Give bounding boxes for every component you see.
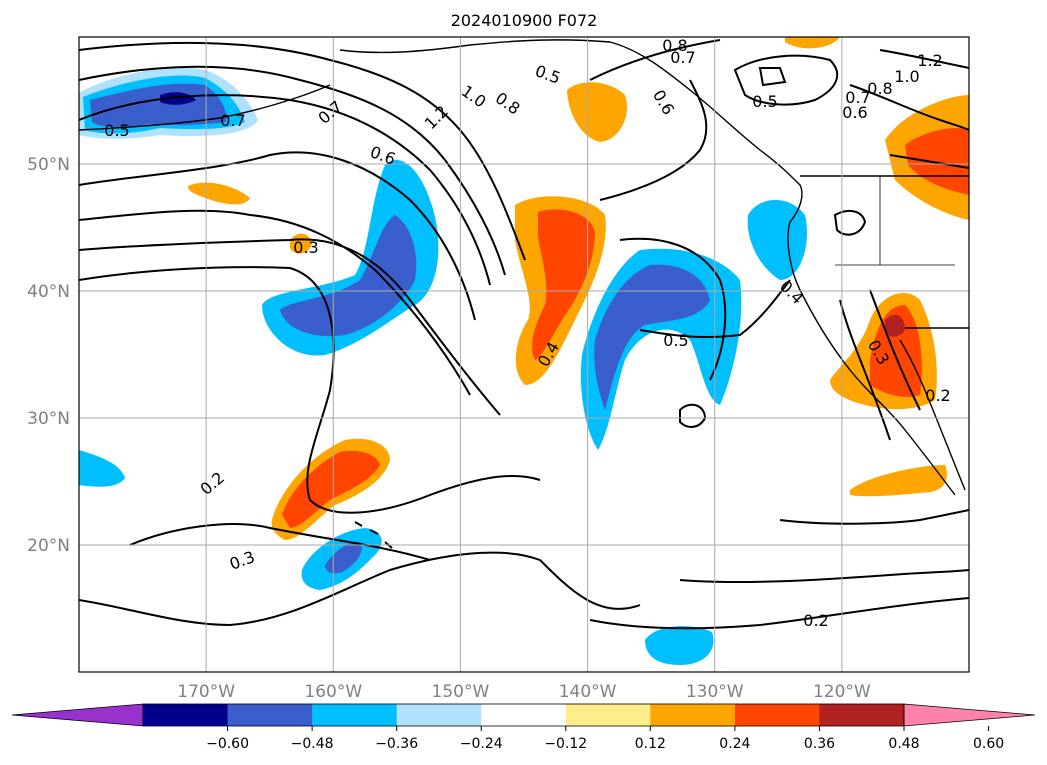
gridlines: [79, 37, 969, 672]
shaded-anomaly-layer: [79, 37, 969, 665]
coastline-aleutians: [79, 84, 331, 131]
colorbar-segment: [396, 704, 482, 726]
contour-label: 0.6: [842, 103, 867, 122]
coastline-alaska: [339, 39, 956, 496]
contour-line: [79, 266, 541, 514]
contour-line: [839, 299, 891, 441]
contour-line: [79, 209, 471, 396]
colorbar-segment: [481, 704, 567, 726]
anomaly-negative-central-core: [280, 215, 417, 337]
anomaly-positive-small-1: [188, 182, 250, 205]
contour-label: 0.7: [845, 88, 870, 107]
anomaly-positive-south-core: [282, 450, 380, 528]
colorbar-segment: [227, 704, 313, 726]
colorbar-tick-label: −0.60: [206, 736, 249, 752]
contour-line: [679, 569, 969, 584]
colorbar-frame: [142, 703, 905, 727]
contour-label-layer: 0.50.7 0.7 1.21.0 0.80.50.80.70.6 0.50.60.70…: [104, 36, 950, 630]
contour-line: [619, 237, 727, 381]
colorbar-tick-label: −0.12: [544, 736, 587, 752]
contour-label: 0.5: [752, 92, 777, 111]
contour-label: 0.3: [293, 238, 318, 257]
colorbar-segment: [143, 704, 229, 726]
contour-label: 0.5: [663, 331, 688, 350]
contour-line: [79, 94, 491, 286]
lon-tick-label: 160°W: [304, 682, 362, 702]
lon-tick-label: 140°W: [559, 682, 617, 702]
colorbar-tick-label: 0.60: [973, 736, 1004, 752]
colorbar-extend-low: [11, 703, 144, 727]
contour-line: [758, 67, 787, 87]
lon-tick-label: 130°W: [686, 682, 744, 702]
contour-line: [639, 279, 791, 339]
contour-label: 0.8: [867, 79, 892, 98]
contour-line: [599, 79, 708, 201]
contour-line: [733, 54, 839, 106]
anomaly-positive-south-east: [850, 465, 947, 497]
contour-line: [589, 597, 969, 630]
coastline-layer: [79, 39, 969, 549]
colorbar: −0.60 −0.48 −0.36 −0.24 −0.12 0.12 0.24 0.36 0.4…: [11, 703, 1036, 752]
contour-line: [779, 509, 969, 525]
anomaly-positive-gulf: [567, 82, 628, 142]
coastline-mexico: [899, 339, 966, 491]
contour-label: 0.2: [925, 386, 950, 405]
colorbar-tick-label: −0.36: [375, 736, 418, 752]
contour-label: 0.5: [104, 121, 129, 140]
contour-label: 1.2: [917, 51, 942, 70]
anomaly-negative-hawaii-core: [325, 541, 362, 574]
lon-tick-labels: 170°W 160°W 150°W 140°W 130°W 120°W: [177, 682, 871, 702]
anomaly-positive-central-core: [532, 209, 595, 360]
lat-tick-labels: 20°N 30°N 40°N 50°N: [27, 155, 70, 556]
colorbar-tick-label: 0.24: [719, 736, 750, 752]
contour-line: [79, 65, 506, 276]
map-frame: [78, 36, 970, 673]
anomaly-negative-south-center: [645, 626, 714, 665]
lat-tick-label: 20°N: [27, 536, 70, 556]
lat-tick-label: 40°N: [27, 282, 70, 302]
contour-label: 1.0: [894, 67, 919, 86]
anomaly-positive-ne-core: [905, 128, 969, 195]
colorbar-segment: [650, 704, 736, 726]
contour-layer: [79, 39, 969, 630]
colorbar-tick-label: 0.12: [635, 736, 666, 752]
colorbar-tick-label: −0.48: [291, 736, 334, 752]
contour-line: [589, 39, 721, 81]
colorbar-segment: [312, 704, 398, 726]
colorbar-tick-label: 0.48: [888, 736, 919, 752]
anomaly-negative-nw-3: [90, 83, 227, 127]
contour-label: 0.7: [670, 48, 695, 67]
lat-tick-label: 30°N: [27, 409, 70, 429]
colorbar-tick-label: 0.36: [804, 736, 835, 752]
anomaly-positive-top: [785, 37, 840, 49]
contour-line: [79, 151, 476, 321]
contour-line: [79, 551, 641, 627]
contour-label: 0.8: [662, 36, 687, 55]
contour-line: [79, 238, 501, 416]
anomaly-negative-nw-core: [160, 92, 196, 105]
lon-tick-label: 170°W: [177, 682, 235, 702]
lon-tick-label: 120°W: [813, 682, 871, 702]
colorbar-segment: [819, 704, 905, 726]
contour-line: [869, 289, 921, 411]
figure-title: 2024010900 F072: [451, 11, 598, 30]
lon-tick-label: 150°W: [432, 682, 490, 702]
contour-line: [849, 84, 969, 131]
colorbar-extend-high: [903, 703, 1036, 727]
contour-label: 0.7: [220, 111, 245, 130]
contour-line: [129, 523, 431, 561]
anomaly-negative-east-core: [594, 264, 710, 410]
anomaly-negative-west-edge: [79, 450, 125, 487]
contour-label: 0.2: [803, 611, 828, 630]
anomaly-positive-socal-peak: [885, 314, 905, 337]
lat-tick-label: 50°N: [27, 155, 70, 175]
contour-line: [889, 154, 969, 169]
colorbar-segment: [565, 704, 651, 726]
colorbar-segment: [734, 704, 820, 726]
contour-line: [79, 41, 526, 261]
contour-line: [879, 49, 969, 69]
colorbar-tick-label: −0.24: [460, 736, 503, 752]
map-panel: 0.50.7 0.7 1.21.0 0.80.50.80.70.6 0.50.60.70…: [78, 36, 970, 673]
